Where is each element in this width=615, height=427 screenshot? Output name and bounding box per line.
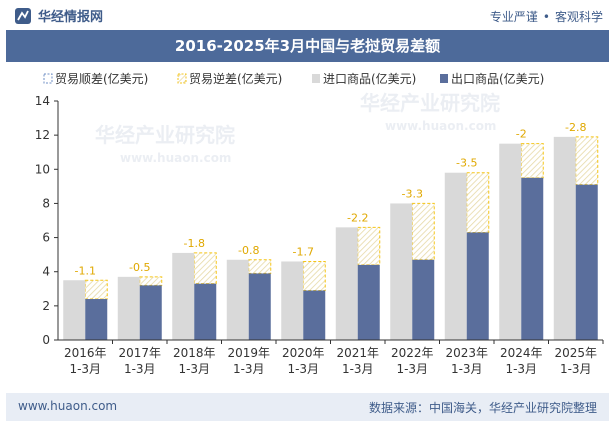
y-tick-label: 12 xyxy=(35,128,50,142)
y-tick-label: 2 xyxy=(42,299,50,313)
export-bar xyxy=(139,285,162,340)
legend-label: 进口商品(亿美元) xyxy=(323,71,416,86)
x-tick-label-period: 1-3月 xyxy=(505,362,537,376)
bars: -1.1 -0.5 -1.8 -0.8 -1.7 -2.2 -3.3 -3.5 -2 -2.8 xyxy=(63,121,599,340)
legend: 贸易顺差(亿美元) 贸易逆差(亿美元) 进口商品(亿美元) 出口商品(亿美元) xyxy=(43,71,544,86)
deficit-label: -1.8 xyxy=(184,237,205,250)
export-bar xyxy=(466,232,489,340)
deficit-label: -1.7 xyxy=(293,245,314,258)
brand-name: 华经情报网 xyxy=(38,10,104,25)
export-bar xyxy=(194,283,217,340)
x-tick-label-period: 1-3月 xyxy=(178,362,210,376)
deficit-label: -2.8 xyxy=(565,121,586,134)
import-bar xyxy=(390,203,413,340)
brand: 华经情报网 xyxy=(14,6,103,25)
legend-swatch-import xyxy=(312,74,320,83)
deficit-bar xyxy=(193,252,217,285)
x-tick-label-year: 2022年 xyxy=(391,346,434,360)
logo-icon xyxy=(15,7,31,24)
watermark-text: 华经产业研究院 xyxy=(360,91,500,115)
x-tick-label-year: 2025年 xyxy=(554,346,597,360)
import-bar xyxy=(335,227,358,340)
export-bar xyxy=(521,177,544,340)
deficit-bar xyxy=(139,276,163,286)
x-tick-label-year: 2024年 xyxy=(500,346,543,360)
top-bar: 华经情报网 专业严谨 • 客观科学 xyxy=(0,0,615,30)
deficit-bar xyxy=(575,136,599,186)
deficit-bar xyxy=(520,143,544,179)
x-tick-label-period: 1-3月 xyxy=(233,362,265,376)
y-tick-label: 14 xyxy=(35,94,50,108)
footer-source: 数据来源：中国海关，华经产业研究院整理 xyxy=(368,401,597,415)
legend-swatch-surplus xyxy=(43,73,53,84)
deficit-label: -2.2 xyxy=(347,211,368,224)
tag-professional: 专业严谨 xyxy=(489,10,538,24)
watermark-text: 华经产业研究院 xyxy=(95,123,235,147)
x-tick-label-year: 2016年 xyxy=(64,346,107,360)
import-bar xyxy=(499,143,522,340)
x-tick-label-year: 2021年 xyxy=(336,346,379,360)
import-bar xyxy=(63,280,86,340)
chart-area: 华经产业研究院 www.huaon.com 华经产业研究院 www.huaon.… xyxy=(35,71,604,376)
deficit-label: -3.3 xyxy=(402,187,423,200)
deficit-label: -1.1 xyxy=(75,264,96,277)
legend-label: 贸易顺差(亿美元) xyxy=(55,71,148,86)
dot-separator: • xyxy=(542,10,550,24)
chart-title: 2016-2025年3月中国与老挝贸易差额 xyxy=(6,30,609,62)
x-tick-label-year: 2018年 xyxy=(173,346,216,360)
x-tick-label-year: 2019年 xyxy=(227,346,270,360)
footer-website: www.huaon.com xyxy=(18,399,118,413)
deficit-label: -2 xyxy=(516,128,527,141)
export-bar xyxy=(412,259,435,340)
legend-label: 出口商品(亿美元) xyxy=(451,71,544,86)
export-bar xyxy=(357,264,380,340)
x-tick-label-period: 1-3月 xyxy=(560,362,592,376)
deficit-bar xyxy=(357,226,381,266)
y-tick-label: 4 xyxy=(42,265,50,279)
deficit-label: -3.5 xyxy=(456,157,477,170)
deficit-bar xyxy=(466,172,490,233)
footer: www.huaon.com 数据来源：中国海关，华经产业研究院整理 xyxy=(6,393,609,421)
import-bar xyxy=(553,136,576,340)
x-tick-label-year: 2023年 xyxy=(445,346,488,360)
export-bar xyxy=(303,290,326,340)
legend-swatch-deficit xyxy=(177,73,187,84)
x-tick-label-period: 1-3月 xyxy=(342,362,374,376)
legend-label: 贸易逆差(亿美元) xyxy=(189,71,282,86)
x-axis: 2016年 1-3月 2017年 1-3月 2018年 1-3月 2019年 1-3月 2020… xyxy=(58,339,604,376)
deficit-bar xyxy=(84,279,108,300)
export-bar xyxy=(575,184,598,340)
deficit-label: -0.5 xyxy=(129,261,150,274)
x-tick-label-period: 1-3月 xyxy=(287,362,319,376)
export-bar xyxy=(248,273,271,340)
export-bar xyxy=(85,299,108,340)
deficit-bar xyxy=(302,260,326,291)
import-bar xyxy=(226,259,249,340)
import-bar xyxy=(172,252,195,340)
import-bar xyxy=(117,276,140,340)
y-tick-label: 6 xyxy=(42,231,50,245)
x-tick-label-period: 1-3月 xyxy=(451,362,483,376)
deficit-bar xyxy=(411,202,435,261)
y-tick-label: 0 xyxy=(42,333,50,347)
x-tick-label-period: 1-3月 xyxy=(396,362,428,376)
tagline: 专业严谨 • 客观科学 xyxy=(490,8,603,25)
tag-objective: 客观科学 xyxy=(554,10,603,24)
import-bar xyxy=(444,172,467,340)
y-axis: 0 2 4 6 8 10 12 14 xyxy=(35,94,59,347)
x-tick-label-year: 2017年 xyxy=(118,346,161,360)
y-tick-label: 10 xyxy=(35,162,50,176)
y-tick-label: 8 xyxy=(42,196,50,210)
import-bar xyxy=(281,261,304,340)
deficit-label: -0.8 xyxy=(238,244,259,257)
legend-swatch-export xyxy=(440,74,448,83)
watermark-url: www.huaon.com xyxy=(385,119,496,133)
deficit-bar xyxy=(248,259,272,274)
x-tick-label-period: 1-3月 xyxy=(124,362,156,376)
x-tick-label-year: 2020年 xyxy=(282,346,325,360)
x-tick-label-period: 1-3月 xyxy=(69,362,101,376)
watermark-url: www.huaon.com xyxy=(120,151,231,165)
